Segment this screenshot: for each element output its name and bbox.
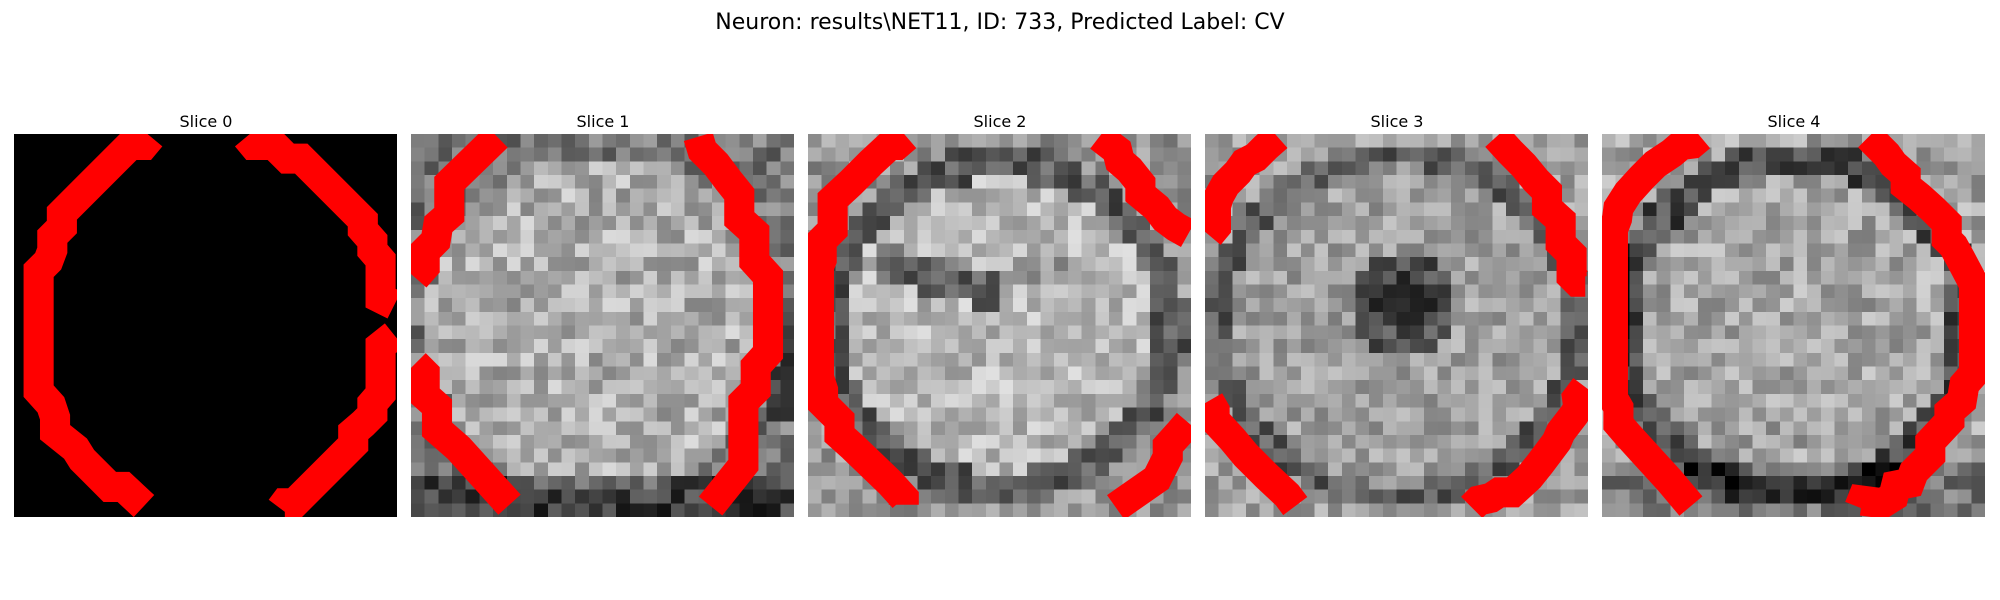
slice-3-image-canvas — [1205, 134, 1588, 517]
contour-line — [1205, 134, 1288, 245]
contour-line — [1602, 134, 1711, 516]
figure-title: Neuron: results\NET11, ID: 733, Predicte… — [715, 10, 1285, 35]
slice-image — [411, 134, 794, 517]
slice-image — [14, 134, 397, 517]
contour-line — [1205, 393, 1308, 516]
contour-line — [23, 134, 163, 517]
slice-1-contour — [411, 134, 784, 516]
contour-line — [1845, 134, 1985, 517]
slice-title: Slice 4 — [1767, 112, 1821, 131]
slice-panel-3: Slice 3 — [1205, 111, 1589, 517]
contour-line — [808, 134, 919, 508]
slice-4-contour — [1602, 134, 1985, 517]
slice-panel-2: Slice 2 — [808, 111, 1192, 517]
slice-2-contour — [808, 134, 1191, 517]
slice-0-contour — [23, 134, 397, 517]
contour-line — [234, 134, 397, 319]
slice-title: Slice 1 — [576, 112, 630, 131]
slice-image — [1205, 134, 1588, 517]
slice-title: Slice 0 — [179, 112, 233, 131]
contour-line — [1107, 412, 1191, 517]
contour-line — [1090, 134, 1191, 248]
contour-line — [268, 323, 397, 517]
contour-line — [411, 134, 508, 288]
slice-panel-0: Slice 0 — [14, 111, 398, 517]
contour-line — [1461, 378, 1588, 517]
slice-title: Slice 2 — [973, 112, 1027, 131]
slice-panel-4: Slice 4 — [1602, 111, 1986, 517]
slice-image — [1602, 134, 1985, 517]
slice-3-contour — [1205, 134, 1588, 517]
slice-panel-1: Slice 1 — [411, 111, 795, 517]
contour-line — [683, 134, 784, 516]
slice-title: Slice 3 — [1370, 112, 1424, 131]
contour-line — [1485, 134, 1588, 297]
slice-image — [808, 134, 1191, 517]
contour-line — [411, 353, 521, 515]
